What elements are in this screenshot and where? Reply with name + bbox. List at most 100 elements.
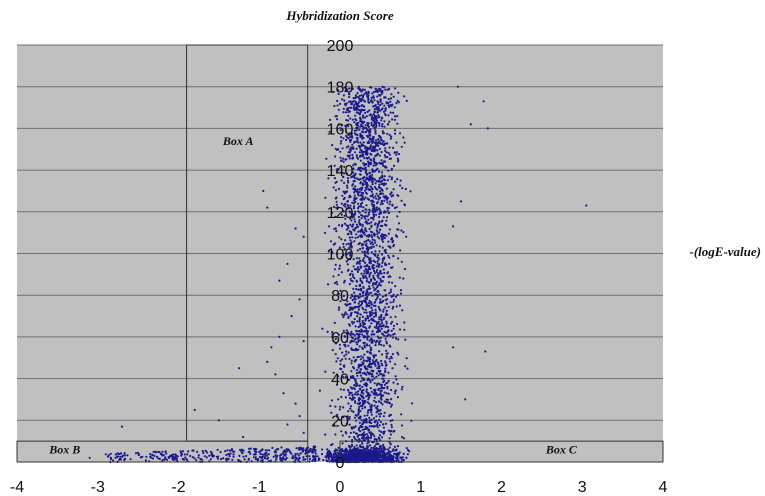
data-point bbox=[388, 153, 391, 156]
data-point bbox=[185, 458, 188, 461]
data-point bbox=[363, 157, 366, 160]
data-point bbox=[353, 311, 357, 314]
data-point bbox=[372, 274, 375, 277]
data-point bbox=[396, 455, 399, 458]
data-point bbox=[344, 205, 347, 208]
data-point bbox=[368, 362, 371, 365]
data-point bbox=[270, 346, 273, 349]
data-point bbox=[368, 371, 371, 374]
data-point bbox=[367, 459, 370, 462]
data-point bbox=[374, 129, 377, 132]
data-point bbox=[382, 443, 385, 446]
data-point bbox=[382, 415, 385, 418]
data-point bbox=[355, 341, 358, 344]
data-point bbox=[181, 450, 185, 453]
data-point bbox=[339, 300, 342, 303]
data-point bbox=[395, 295, 398, 298]
data-point bbox=[386, 387, 389, 390]
data-point bbox=[358, 293, 362, 296]
data-point bbox=[378, 185, 381, 188]
data-point bbox=[389, 316, 392, 319]
data-point bbox=[375, 407, 378, 410]
data-point bbox=[341, 98, 344, 101]
data-point bbox=[394, 449, 397, 452]
data-point bbox=[359, 182, 362, 185]
data-point bbox=[345, 422, 348, 425]
data-point bbox=[362, 453, 365, 456]
y-tick-label: 200 bbox=[327, 38, 354, 55]
data-point bbox=[378, 400, 381, 403]
data-point bbox=[369, 380, 372, 383]
data-point bbox=[376, 423, 379, 426]
data-point bbox=[403, 267, 407, 271]
data-point bbox=[380, 359, 383, 363]
data-point bbox=[377, 254, 380, 257]
data-point bbox=[366, 95, 369, 98]
data-point bbox=[333, 460, 336, 463]
data-point bbox=[351, 225, 354, 228]
data-point bbox=[371, 309, 374, 312]
data-point bbox=[366, 110, 369, 113]
data-point bbox=[374, 287, 377, 291]
data-point bbox=[232, 453, 235, 456]
data-point bbox=[363, 300, 366, 303]
data-point bbox=[345, 243, 348, 246]
data-point bbox=[344, 376, 347, 379]
data-point bbox=[372, 259, 375, 262]
data-point bbox=[367, 272, 370, 275]
data-point bbox=[340, 213, 343, 216]
data-point bbox=[361, 291, 364, 294]
data-point bbox=[373, 382, 376, 385]
data-point bbox=[385, 101, 388, 104]
data-point bbox=[349, 277, 352, 280]
data-point bbox=[406, 367, 409, 370]
data-point bbox=[377, 141, 380, 144]
data-point bbox=[388, 401, 391, 404]
data-point bbox=[362, 456, 365, 459]
data-point bbox=[375, 192, 378, 195]
data-point bbox=[343, 453, 346, 456]
data-point bbox=[343, 214, 346, 217]
data-point bbox=[360, 300, 363, 303]
data-point bbox=[353, 268, 356, 271]
data-point bbox=[375, 265, 378, 268]
data-point bbox=[376, 167, 379, 170]
data-point bbox=[390, 238, 394, 241]
data-point bbox=[361, 88, 364, 91]
data-point bbox=[355, 140, 358, 143]
data-point bbox=[347, 226, 350, 230]
data-point bbox=[313, 456, 316, 459]
data-point bbox=[372, 315, 376, 318]
data-point bbox=[123, 452, 126, 455]
data-point bbox=[379, 136, 382, 139]
data-point bbox=[353, 121, 356, 124]
data-point bbox=[197, 454, 200, 457]
data-point bbox=[322, 458, 325, 462]
data-point bbox=[114, 456, 117, 459]
data-point bbox=[372, 282, 375, 285]
data-point bbox=[383, 125, 386, 128]
data-point bbox=[341, 194, 344, 197]
data-point bbox=[390, 295, 393, 298]
data-point bbox=[369, 257, 372, 260]
data-point bbox=[233, 450, 236, 453]
data-point bbox=[372, 388, 376, 391]
data-point bbox=[390, 398, 393, 401]
data-point bbox=[405, 99, 408, 102]
data-point bbox=[396, 293, 399, 297]
data-point bbox=[396, 178, 399, 181]
data-point bbox=[369, 431, 373, 434]
data-point bbox=[340, 202, 343, 205]
data-point bbox=[345, 253, 348, 256]
data-point bbox=[376, 208, 379, 211]
data-point bbox=[342, 137, 345, 140]
data-point bbox=[352, 214, 355, 217]
data-point bbox=[354, 379, 357, 382]
data-point bbox=[339, 388, 342, 391]
data-point bbox=[377, 170, 381, 173]
data-point bbox=[384, 113, 387, 116]
data-point bbox=[372, 264, 375, 267]
data-point bbox=[151, 453, 154, 456]
data-point bbox=[393, 151, 396, 154]
data-point bbox=[337, 333, 340, 336]
